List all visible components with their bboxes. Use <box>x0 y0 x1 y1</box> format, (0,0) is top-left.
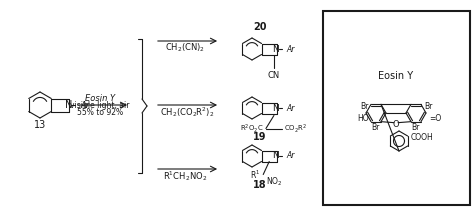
Text: 18: 18 <box>253 180 267 190</box>
Text: 19: 19 <box>253 132 267 142</box>
Text: =O: =O <box>429 114 441 123</box>
Text: HO: HO <box>357 114 369 123</box>
Text: N: N <box>65 100 72 110</box>
FancyBboxPatch shape <box>323 11 470 205</box>
Text: CO$_2$R$^2$: CO$_2$R$^2$ <box>284 122 307 135</box>
Text: N: N <box>273 104 279 112</box>
Text: Ar: Ar <box>286 151 294 161</box>
Text: Br: Br <box>371 123 379 131</box>
Text: visible light, air: visible light, air <box>70 100 130 110</box>
Text: Eosin Y: Eosin Y <box>378 71 413 81</box>
Text: Br: Br <box>360 101 368 111</box>
Text: Eosin Y: Eosin Y <box>85 93 115 103</box>
Text: COOH: COOH <box>411 134 434 142</box>
Text: CN: CN <box>268 70 280 80</box>
Text: Br: Br <box>411 123 419 131</box>
Text: CH$_2$(CN)$_2$: CH$_2$(CN)$_2$ <box>165 42 205 54</box>
Text: NO$_2$: NO$_2$ <box>266 175 283 188</box>
Text: R$^1$: R$^1$ <box>250 168 260 181</box>
Text: 13: 13 <box>34 120 46 130</box>
Text: R$^2$O$_2$C: R$^2$O$_2$C <box>240 122 264 135</box>
Text: N: N <box>273 151 279 161</box>
Text: Ar: Ar <box>81 100 90 110</box>
Text: 55% to 92%: 55% to 92% <box>77 107 123 116</box>
Text: CH$_2$(CO$_2$R$^2$)$_2$: CH$_2$(CO$_2$R$^2$)$_2$ <box>160 105 214 119</box>
Text: R$^1$CH$_2$NO$_2$: R$^1$CH$_2$NO$_2$ <box>163 169 207 183</box>
Text: O: O <box>392 120 399 129</box>
Text: N: N <box>273 45 279 54</box>
Text: Ar: Ar <box>286 45 294 54</box>
Text: Ar: Ar <box>286 104 294 112</box>
Text: 20: 20 <box>253 22 267 32</box>
Text: Br: Br <box>424 101 432 111</box>
